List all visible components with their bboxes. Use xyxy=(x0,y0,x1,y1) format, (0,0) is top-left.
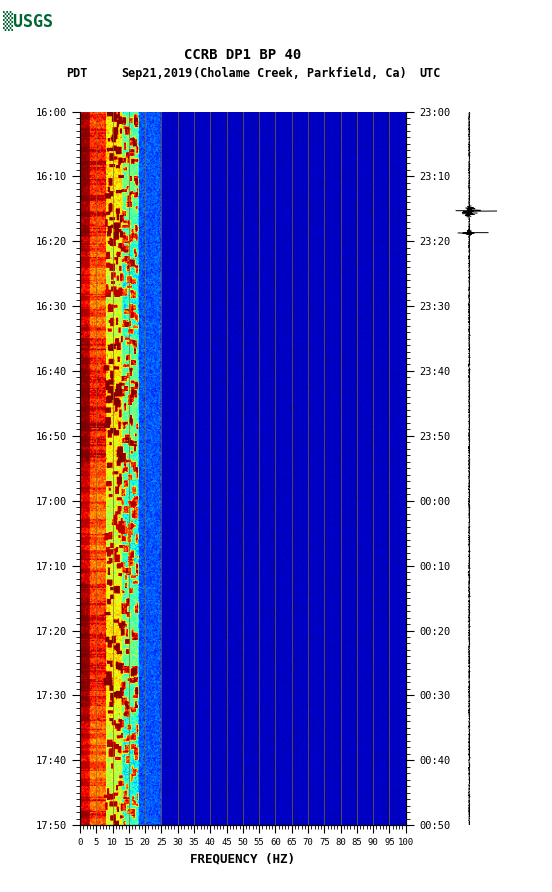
Text: CCRB DP1 BP 40: CCRB DP1 BP 40 xyxy=(184,48,301,62)
X-axis label: FREQUENCY (HZ): FREQUENCY (HZ) xyxy=(190,853,295,866)
Text: PDT: PDT xyxy=(66,67,88,79)
Text: Sep21,2019: Sep21,2019 xyxy=(121,67,193,79)
Text: ▒USGS: ▒USGS xyxy=(3,11,53,30)
Text: (Cholame Creek, Parkfield, Ca): (Cholame Creek, Parkfield, Ca) xyxy=(193,67,407,79)
Text: UTC: UTC xyxy=(420,67,441,79)
